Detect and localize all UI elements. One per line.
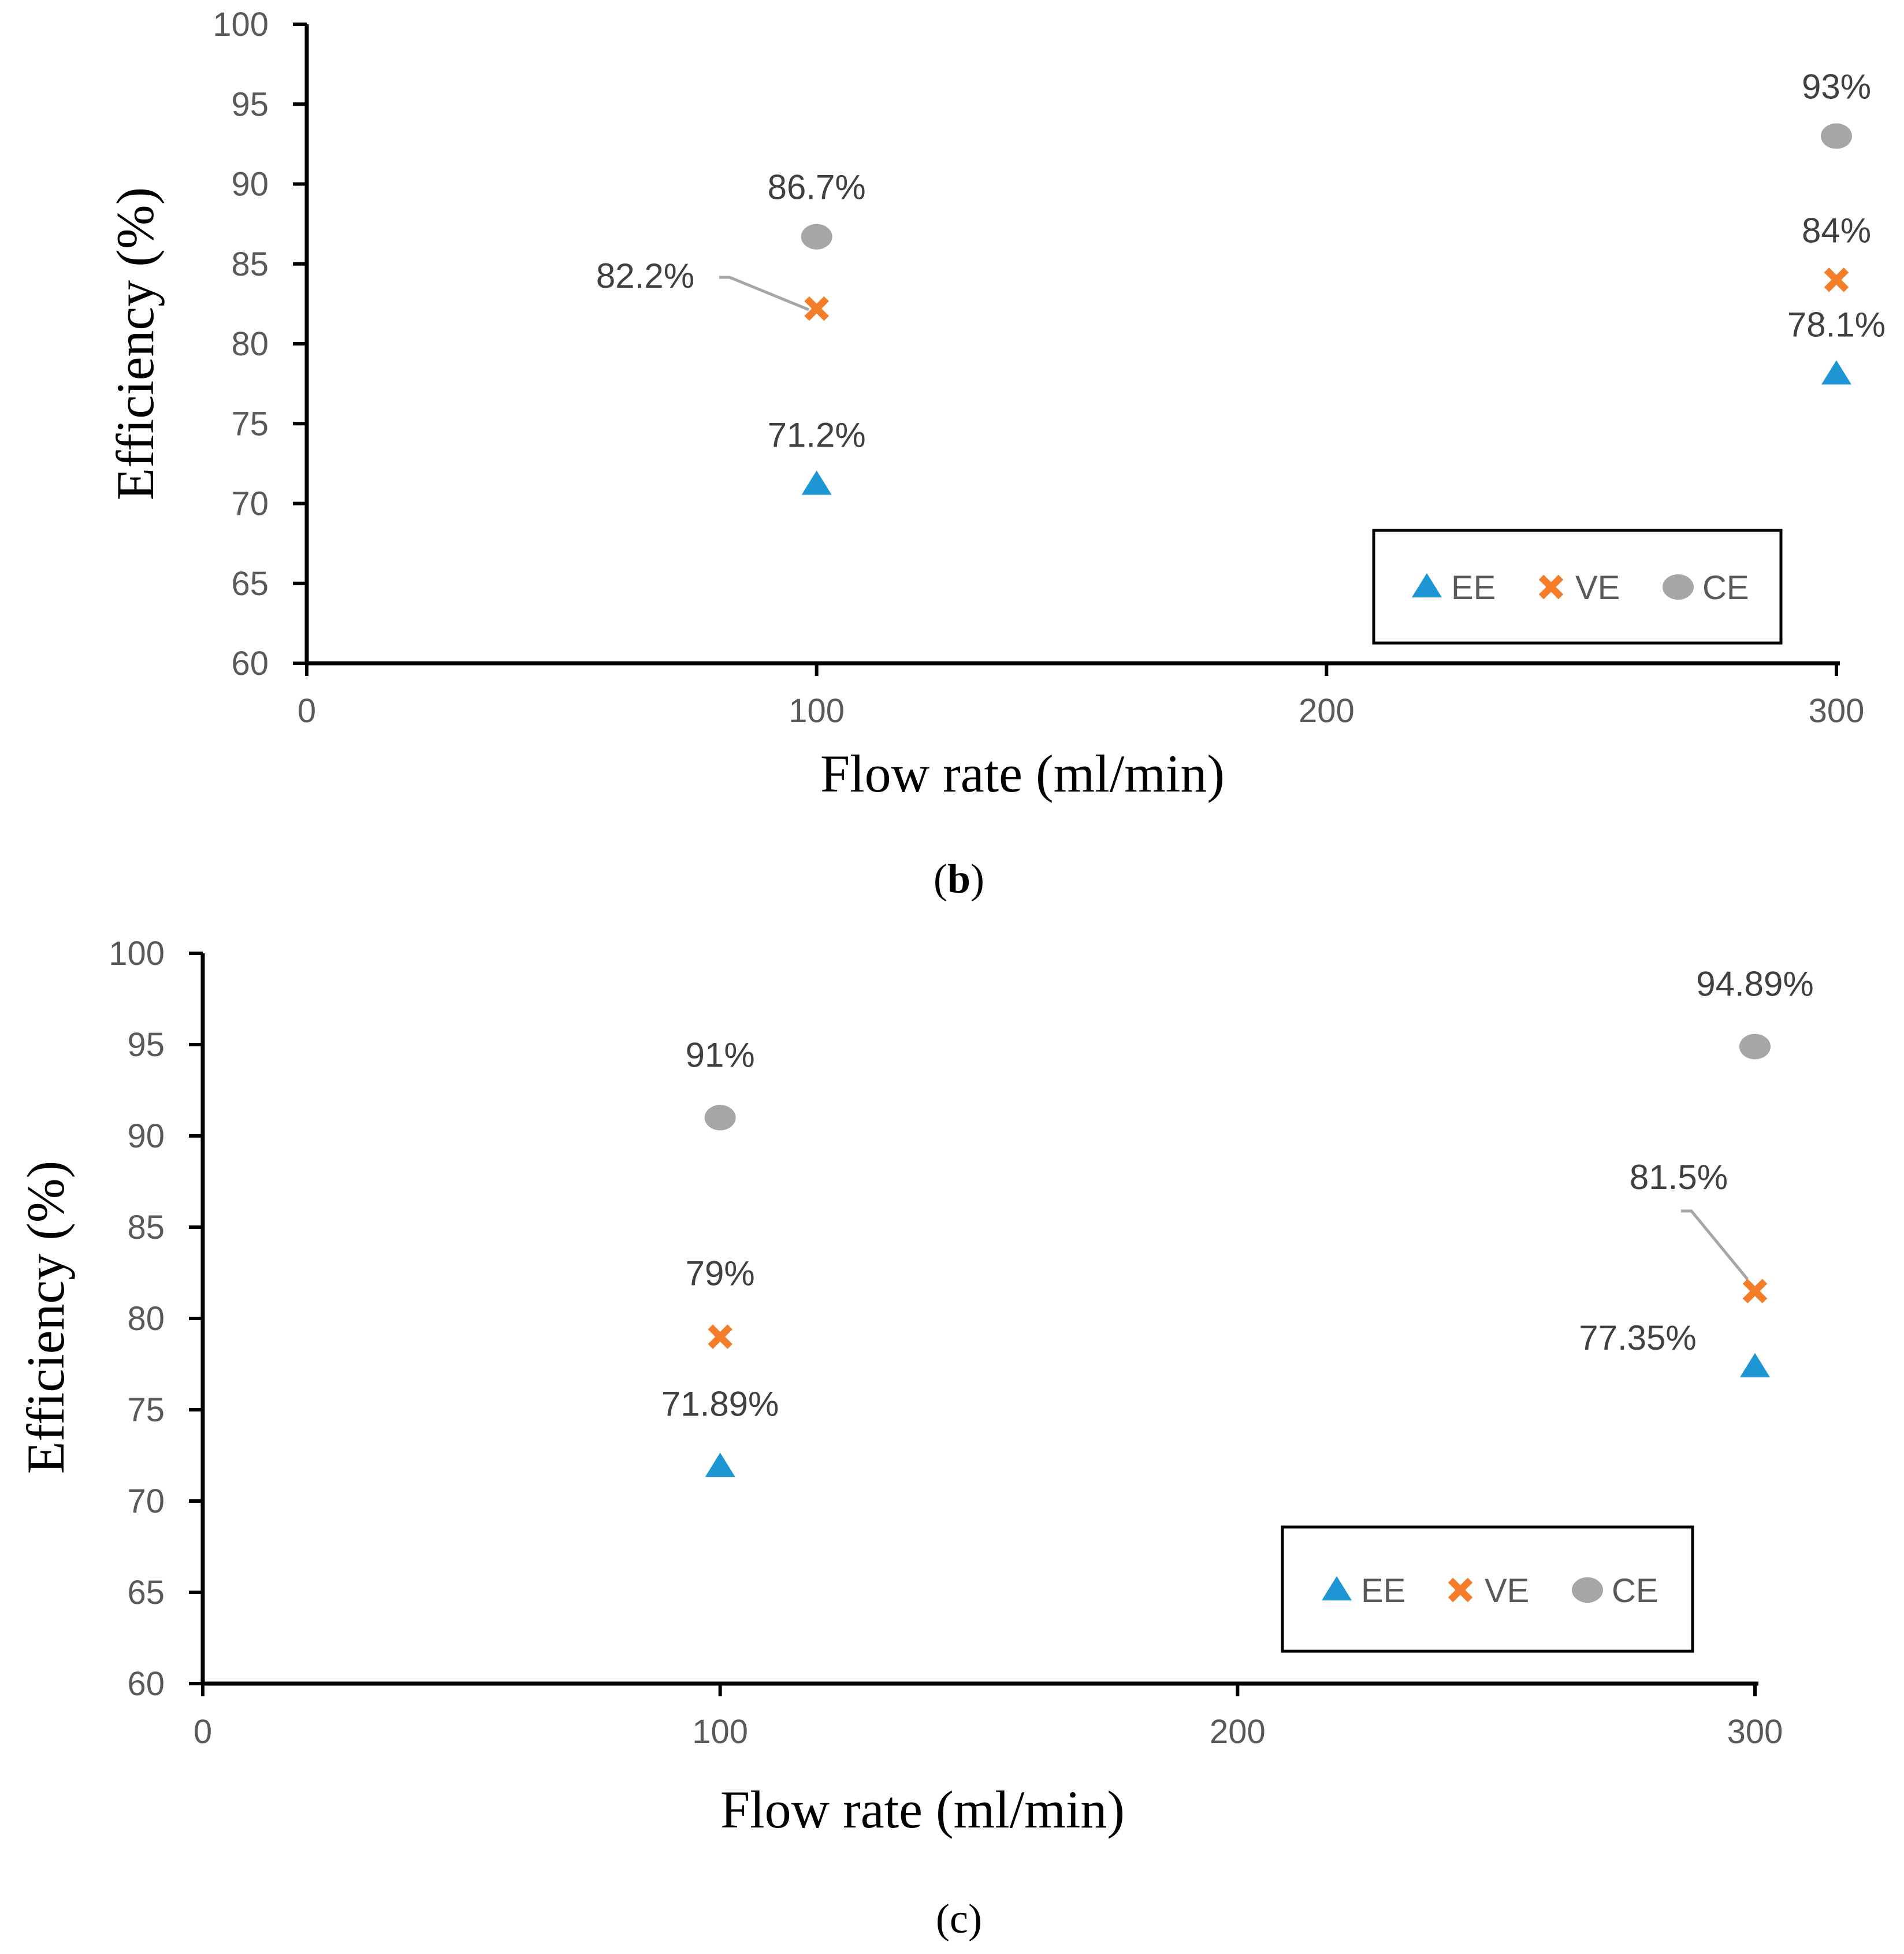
y-tick-label: 95 [231, 86, 269, 123]
data-label: 78.1% [1787, 306, 1886, 344]
x-axis-title: Flow rate (ml/min) [820, 744, 1225, 803]
y-tick-label: 60 [127, 1665, 165, 1703]
y-tick-label: 85 [127, 1209, 165, 1246]
series-ce: 91% 94.89% [686, 964, 1814, 1131]
figure-caption: (b) [934, 856, 984, 902]
leader-line [719, 276, 809, 311]
legend-marker-ee [1322, 1576, 1352, 1600]
data-label: 71.89% [661, 1384, 779, 1423]
series-ve: 79% 81.5% [686, 1158, 1768, 1349]
y-tick-label: 95 [127, 1026, 165, 1064]
caption-open-paren: ( [936, 1896, 950, 1942]
legend-marker-ee [1412, 573, 1442, 597]
point-ce [801, 224, 832, 250]
legend-label: VE [1575, 569, 1620, 607]
data-label: 77.35% [1579, 1318, 1697, 1357]
point-ce [704, 1105, 736, 1131]
x-axis-title: Flow rate (ml/min) [720, 1780, 1125, 1839]
series-ce: 86.7% 93% [768, 68, 1871, 250]
legend-label: CE [1612, 1572, 1658, 1610]
legend-box [1372, 529, 1783, 645]
caption-letter: b [947, 856, 970, 902]
data-label: 82.2% [596, 257, 694, 295]
legend-marker-ce [1572, 1577, 1603, 1603]
point-ce [1821, 123, 1852, 149]
legend-label: VE [1485, 1572, 1529, 1610]
x-tick-label: 0 [298, 692, 316, 730]
y-tick-label: 90 [127, 1117, 165, 1155]
y-tick-label: 80 [231, 325, 269, 363]
y-tick-label: 75 [127, 1391, 165, 1429]
figure-caption: (c) [936, 1896, 982, 1942]
point-ee [1740, 1353, 1770, 1377]
chart-b: 60 65 70 75 80 85 90 95 100 0 100 200 300 Flow rate (… [106, 6, 1886, 902]
legend-label: EE [1451, 569, 1496, 607]
y-tick-label: 90 [231, 166, 269, 203]
data-label: 94.89% [1696, 964, 1814, 1003]
legend: EE VE CE [1372, 529, 1783, 645]
point-ee [1821, 360, 1851, 385]
data-label: 86.7% [768, 168, 866, 207]
point-ve [1742, 1279, 1768, 1303]
y-tick-label: 100 [213, 6, 269, 43]
data-label: 71.2% [768, 415, 866, 454]
legend-marker-ve [1448, 1577, 1473, 1603]
y-tick-label: 70 [231, 485, 269, 523]
legend-marker-ve [1538, 574, 1564, 600]
data-label: 81.5% [1630, 1158, 1728, 1197]
y-tick-label: 70 [127, 1483, 165, 1520]
data-label: 79% [686, 1254, 755, 1293]
leader-line [1681, 1209, 1749, 1280]
point-ve [804, 296, 829, 321]
y-tick-label: 100 [109, 935, 165, 972]
x-tick-label: 200 [1299, 692, 1355, 730]
caption-close-paren: ) [970, 856, 984, 902]
x-tick-label: 100 [789, 692, 845, 730]
y-tick-label: 75 [231, 405, 269, 443]
caption-open-paren: ( [934, 856, 947, 902]
y-tick-label: 60 [231, 645, 269, 682]
data-label: 91% [686, 1035, 755, 1074]
legend-label: EE [1361, 1572, 1405, 1610]
caption-close-paren: ) [968, 1896, 982, 1942]
y-axis-title: Efficiency (%) [16, 1161, 75, 1474]
series-ve: 82.2% 84% [596, 211, 1871, 321]
y-tick-label: 65 [231, 565, 269, 603]
data-label: 93% [1802, 68, 1871, 106]
x-tick-label: 100 [692, 1713, 748, 1751]
point-ce [1739, 1034, 1771, 1060]
y-axis-title: Efficiency (%) [106, 187, 165, 500]
x-tick-label: 200 [1210, 1713, 1266, 1751]
point-ee [801, 470, 832, 495]
legend-box [1281, 1525, 1694, 1653]
x-tick-label: 300 [1727, 1713, 1783, 1751]
y-tick-label: 65 [127, 1574, 165, 1611]
chart-c: 60 65 70 75 80 85 90 95 100 0 100 200 300 Flow rate (… [16, 935, 1814, 1942]
point-ve [708, 1324, 732, 1349]
y-tick-label: 85 [231, 246, 269, 283]
series-ee: 71.89% 77.35% [661, 1318, 1770, 1477]
legend-label: CE [1702, 569, 1749, 607]
x-tick-label: 300 [1809, 692, 1865, 730]
data-label: 84% [1802, 211, 1871, 250]
y-tick-label: 80 [127, 1300, 165, 1338]
legend-marker-ce [1663, 574, 1694, 600]
series-ee: 71.2% 78.1% [768, 306, 1886, 495]
legend: EE VE CE [1281, 1525, 1694, 1653]
caption-letter: c [950, 1896, 968, 1942]
point-ve [1824, 268, 1849, 292]
x-tick-label: 0 [194, 1713, 212, 1751]
point-ee [705, 1453, 735, 1477]
